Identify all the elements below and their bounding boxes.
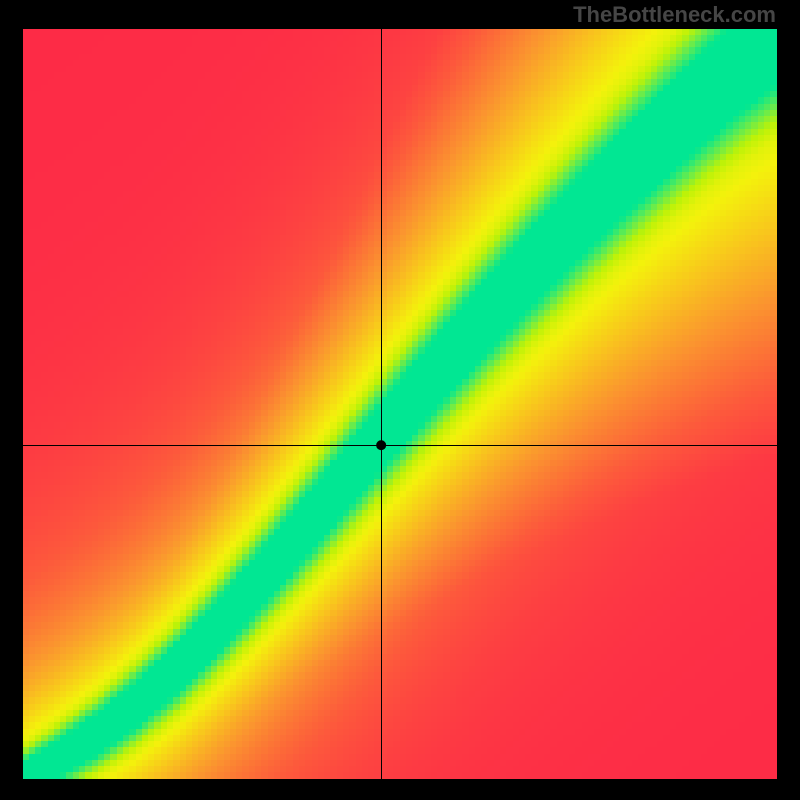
bottleneck-heatmap xyxy=(23,29,777,779)
watermark-text: TheBottleneck.com xyxy=(573,2,776,28)
heatmap-canvas xyxy=(23,29,777,779)
